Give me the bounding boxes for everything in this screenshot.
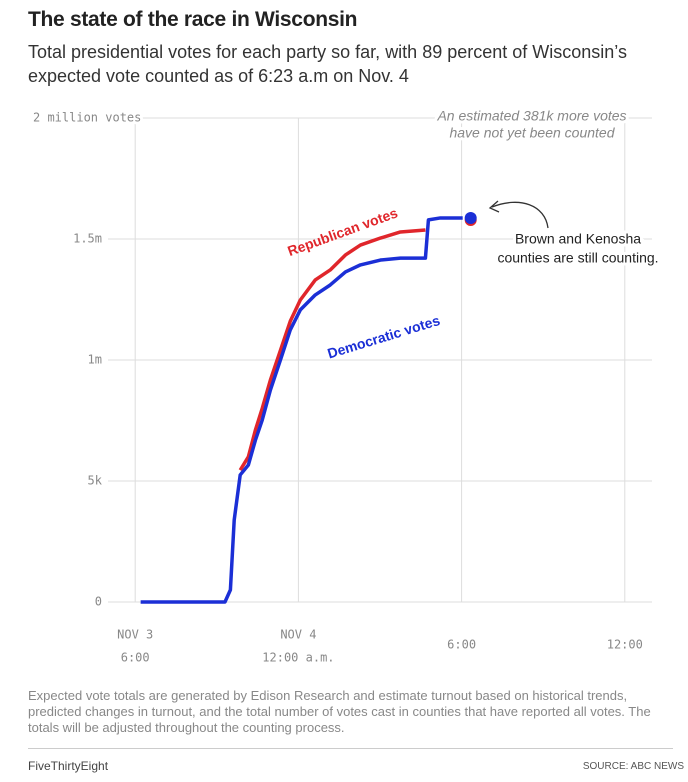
annotation: An estimated 381k more votes xyxy=(436,108,626,124)
x-tick-label: 12:00 xyxy=(607,638,643,652)
y-tick-label: 1.5m xyxy=(73,232,102,246)
y-tick-label: 2 million votes xyxy=(33,111,141,125)
footnote: Expected vote totals are generated by Ed… xyxy=(28,688,651,735)
y-tick-label: 0 xyxy=(95,595,102,609)
x-tick-label: NOV 4 xyxy=(280,628,316,642)
annotation: Brown and Kenosha xyxy=(515,231,641,247)
series-line xyxy=(140,216,463,604)
x-tick-label: 6:00 xyxy=(121,651,150,665)
brand: FiveThirtyEight xyxy=(28,759,109,773)
annotation-arrow xyxy=(491,201,549,229)
legend-label: Republican votes xyxy=(285,204,400,259)
chart-subtitle: Total presidential votes for each party … xyxy=(28,42,627,86)
arrow-head xyxy=(488,200,500,213)
x-tick-label: 6:00 xyxy=(447,638,476,652)
y-tick-label: 5k xyxy=(88,474,103,488)
x-tick-label: 12:00 a.m. xyxy=(262,651,334,665)
x-tick-label: NOV 3 xyxy=(117,628,153,642)
series-line xyxy=(238,228,426,472)
source: SOURCE: ABC NEWS xyxy=(582,761,684,772)
divider xyxy=(28,748,673,749)
legend-label: Democratic votes xyxy=(325,312,441,361)
annotation: counties are still counting. xyxy=(497,250,658,266)
end-dot xyxy=(464,211,477,224)
chart-title: The state of the race in Wisconsin xyxy=(28,8,358,31)
y-tick-label: 1m xyxy=(88,353,102,367)
annotation: have not yet been counted xyxy=(449,125,615,141)
